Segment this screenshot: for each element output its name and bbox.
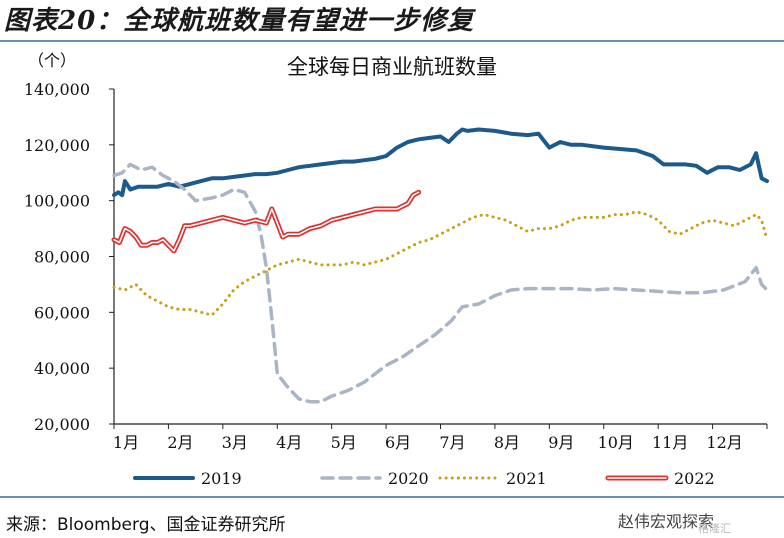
y-tick-label: 40,000 bbox=[34, 359, 90, 378]
series-line-2021 bbox=[112, 210, 769, 317]
source-note: 来源：Bloomberg、国金证券研究所 bbox=[6, 515, 286, 535]
legend: 2019 2020 2021 2022 bbox=[133, 469, 715, 488]
series-line-2020 bbox=[112, 162, 769, 404]
y-tick-label: 100,000 bbox=[24, 192, 90, 211]
legend-label-2022: 2022 bbox=[674, 469, 715, 488]
y-axis-unit-label: （个） bbox=[28, 51, 76, 70]
legend-label-2020: 2020 bbox=[388, 469, 429, 488]
x-tick-label: 6月 bbox=[385, 433, 411, 452]
x-tick-label: 4月 bbox=[276, 433, 302, 452]
x-tick-label: 12月 bbox=[706, 433, 742, 452]
series-line-inner-2022 bbox=[113, 191, 420, 252]
x-tick-label: 3月 bbox=[222, 433, 248, 452]
top-rule bbox=[0, 40, 784, 42]
x-tick-label: 11月 bbox=[652, 433, 688, 452]
legend-label-2019: 2019 bbox=[201, 469, 242, 488]
chart-title: 全球每日商业航班数量 bbox=[287, 55, 497, 79]
x-tick-label: 10月 bbox=[598, 433, 634, 452]
y-tick-label: 60,000 bbox=[34, 303, 90, 322]
y-tick-label: 20,000 bbox=[34, 415, 90, 434]
y-tick-label: 80,000 bbox=[34, 248, 90, 267]
figure-title: 图表20：全球航班数量有望进一步修复 bbox=[4, 6, 475, 36]
series-lines bbox=[111, 127, 769, 404]
series-line-2019 bbox=[112, 127, 769, 198]
watermark-sub-label: 格隆汇 bbox=[698, 522, 731, 535]
y-tick-label: 120,000 bbox=[24, 136, 90, 155]
line-chart: 全球每日商业航班数量 （个） 20,000 40,000 60,000 80,000 1… bbox=[24, 51, 769, 488]
bottom-rule bbox=[0, 496, 784, 498]
x-tick-label: 1月 bbox=[113, 433, 139, 452]
y-tick-label: 140,000 bbox=[24, 80, 90, 99]
tick-labels: 20,000 40,000 60,000 80,000 100,000 120,000 14… bbox=[24, 80, 743, 452]
x-tick-label: 5月 bbox=[331, 433, 357, 452]
legend-label-2021: 2021 bbox=[506, 469, 547, 488]
x-tick-label: 2月 bbox=[167, 433, 193, 452]
x-tick-label: 9月 bbox=[548, 433, 574, 452]
watermark-label: 赵伟宏观探索 bbox=[618, 512, 715, 531]
x-tick-label: 7月 bbox=[439, 433, 465, 452]
x-tick-label: 8月 bbox=[494, 433, 520, 452]
axes bbox=[109, 88, 768, 429]
